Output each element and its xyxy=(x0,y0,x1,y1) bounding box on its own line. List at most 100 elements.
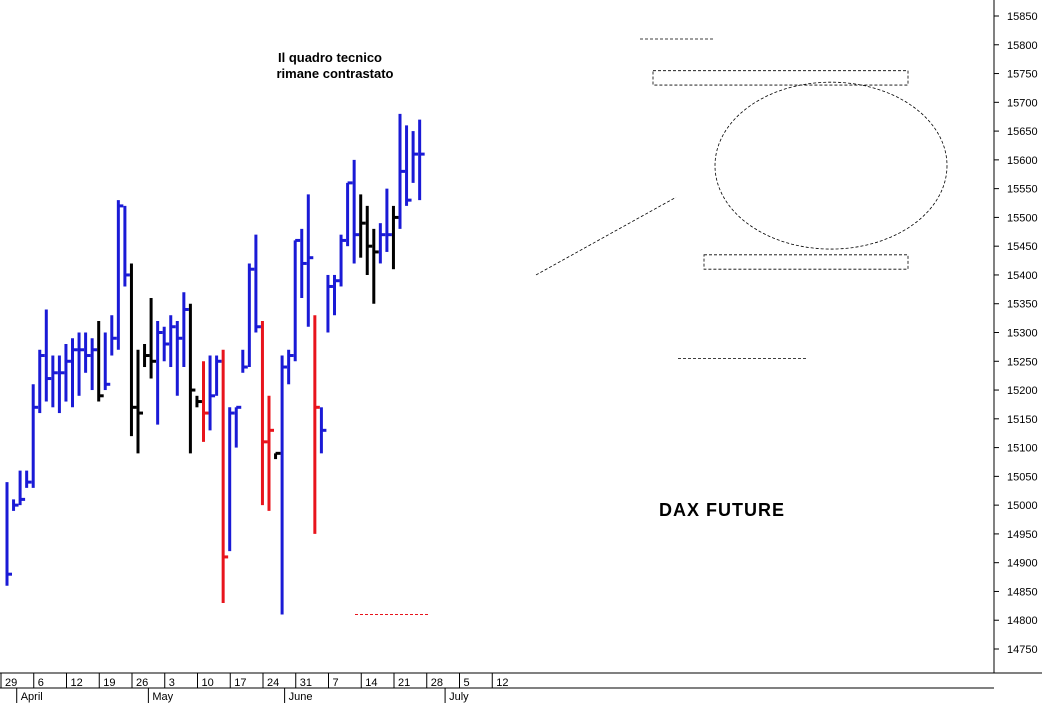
ohlc-bar xyxy=(12,499,19,511)
y-tick-label: 15500 xyxy=(1007,212,1038,224)
y-tick-label: 15200 xyxy=(1007,385,1038,397)
ohlc-bar xyxy=(306,194,314,327)
y-tick-label: 14900 xyxy=(1007,558,1038,570)
chart-title: DAX FUTURE xyxy=(659,500,785,520)
ohlc-bar xyxy=(359,194,366,258)
y-tick-label: 15650 xyxy=(1007,126,1038,138)
ohlc-bar xyxy=(136,349,143,454)
ohlc-bar xyxy=(116,200,124,350)
annotation-line-1: Il quadro tecnico xyxy=(278,50,382,65)
ohlc-bar xyxy=(202,361,209,442)
ohlc-bar xyxy=(90,338,98,391)
x-tick-label: 6 xyxy=(38,677,44,689)
y-tick-label: 15400 xyxy=(1007,270,1038,282)
ohlc-bar xyxy=(280,355,288,615)
ohlc-bar xyxy=(38,349,45,414)
ohlc-bar xyxy=(398,113,405,229)
technical-drawings xyxy=(355,38,948,615)
month-label: May xyxy=(152,691,173,703)
ohlc-bar xyxy=(274,451,281,460)
consolidation-ellipse xyxy=(714,81,948,250)
x-tick-label: 28 xyxy=(431,677,443,689)
ohlc-bar xyxy=(247,263,255,368)
ohlc-bar xyxy=(169,315,176,368)
ohlc-bar xyxy=(175,320,183,396)
month-label: July xyxy=(449,691,469,703)
ohlc-bar xyxy=(228,407,235,552)
y-tick-label: 15100 xyxy=(1007,443,1038,455)
x-tick-label: 31 xyxy=(300,677,312,689)
ohlc-bar xyxy=(44,309,52,402)
ohlc-bar xyxy=(215,355,222,396)
x-tick-label: 7 xyxy=(333,677,339,689)
ohlc-bar xyxy=(162,326,170,362)
x-tick-label: 12 xyxy=(71,677,83,689)
ohlc-bar xyxy=(77,332,85,396)
ohlc-bar xyxy=(18,470,26,506)
y-tick-label: 15450 xyxy=(1007,241,1038,253)
y-tick-label: 15050 xyxy=(1007,471,1038,483)
y-tick-label: 14950 xyxy=(1007,529,1038,541)
y-tick-label: 15300 xyxy=(1007,328,1038,340)
ohlc-bar xyxy=(372,228,379,304)
ohlc-bar xyxy=(319,407,327,454)
ohlc-bar xyxy=(71,338,78,408)
ohlc-bar xyxy=(365,205,373,275)
x-tick-label: 3 xyxy=(169,677,175,689)
ohlc-bar xyxy=(418,119,425,201)
ohlc-bar xyxy=(84,332,91,373)
ohlc-bar xyxy=(405,125,412,206)
x-tick-label: 29 xyxy=(5,677,17,689)
y-tick-label: 14850 xyxy=(1007,586,1038,598)
x-tick-label: 10 xyxy=(202,677,214,689)
ohlc-bar xyxy=(391,205,399,270)
x-tick-label: 21 xyxy=(398,677,410,689)
x-tick-label: 24 xyxy=(267,677,279,689)
ohlc-bar xyxy=(208,355,216,431)
ohlc-bars xyxy=(5,113,425,615)
ohlc-bar xyxy=(188,303,196,454)
y-tick-label: 15550 xyxy=(1007,184,1038,196)
ohlc-bar xyxy=(123,205,130,287)
rising-trendline xyxy=(535,196,677,276)
ohlc-bar xyxy=(346,181,353,247)
ohlc-bar xyxy=(293,238,301,362)
ohlc-bar xyxy=(378,223,386,264)
y-tick-label: 15800 xyxy=(1007,40,1038,52)
y-tick-label: 15250 xyxy=(1007,356,1038,368)
y-tick-label: 15000 xyxy=(1007,500,1038,512)
y-tick-label: 15350 xyxy=(1007,299,1038,311)
lower-support-band xyxy=(703,254,909,270)
upper-resistance-band xyxy=(652,70,909,86)
ohlc-bar xyxy=(51,355,58,408)
ohlc-bar xyxy=(254,234,261,333)
annotation-line-2: rimane contrastato xyxy=(276,66,393,81)
ohlc-bar xyxy=(326,274,333,333)
ohlc-bar xyxy=(31,384,39,488)
ohlc-bar xyxy=(25,470,32,488)
ohlc-bar xyxy=(300,228,307,298)
x-tick-label: 12 xyxy=(496,677,508,689)
y-tick-label: 15750 xyxy=(1007,69,1038,81)
y-tick-label: 15600 xyxy=(1007,155,1038,167)
ohlc-bar xyxy=(234,405,242,448)
y-tick-label: 15150 xyxy=(1007,414,1038,426)
ohlc-bar xyxy=(195,395,202,408)
ohlc-bar xyxy=(156,320,163,425)
y-tick-label: 15700 xyxy=(1007,97,1038,109)
ohlc-bar xyxy=(57,355,65,414)
ohlc-bar xyxy=(143,344,150,368)
month-label: April xyxy=(21,691,43,703)
ohlc-bar xyxy=(287,349,294,385)
ohlc-bar xyxy=(339,234,347,287)
x-tick-label: 26 xyxy=(136,677,148,689)
x-axis: 29 6 12 19 26 3 10 17 24 31 7 14 21 28 5 12 April May June… xyxy=(0,673,509,703)
ohlc-bar xyxy=(97,320,104,402)
ohlc-bar xyxy=(5,482,12,586)
ohlc-bar xyxy=(103,332,111,391)
x-tick-label: 5 xyxy=(464,677,470,689)
ohlc-bar xyxy=(129,263,137,437)
ohlc-bar xyxy=(260,320,268,506)
